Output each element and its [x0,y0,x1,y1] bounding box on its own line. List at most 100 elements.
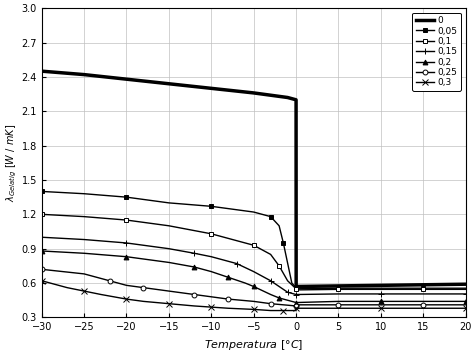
0,25 [107,279,112,283]
0,2 [39,249,45,253]
Line: 0,15: 0,15 [38,234,469,298]
0,3 [166,302,172,306]
0,25 [336,303,341,307]
0,3 [293,308,299,313]
0,1 [420,287,426,292]
0,1 [378,287,384,292]
0,25 [420,303,426,307]
0,05 [208,204,214,209]
0,3 [124,297,129,301]
0,2 [242,281,248,285]
0,2 [81,251,87,255]
0,2 [293,300,299,305]
0,15 [336,292,341,296]
0,1 [124,218,129,222]
0,05 [268,214,274,219]
0,3 [280,308,286,313]
0,1 [293,288,299,292]
0,1 [276,264,282,268]
0 [293,284,299,289]
0,2 [251,284,257,289]
Line: 0: 0 [42,71,466,287]
0 [289,96,295,101]
0,15 [39,235,45,239]
0,05 [276,224,282,228]
0,1 [268,252,274,257]
0,25 [191,292,197,297]
0,3 [463,306,468,310]
0 [39,69,45,73]
0,25 [280,303,286,307]
0 [208,86,214,90]
0,2 [293,300,299,305]
0,3 [225,306,231,310]
0,1 [336,287,341,292]
0,05 [463,286,468,290]
0,1 [166,224,172,228]
0,25 [81,272,87,276]
0 [251,91,257,95]
0,2 [208,269,214,274]
0,3 [98,292,104,297]
0,15 [378,292,384,296]
Line: 0,1: 0,1 [40,212,468,292]
0,15 [293,292,299,297]
Line: 0,25: 0,25 [40,267,468,308]
0 [81,73,87,77]
0,3 [251,307,257,312]
0,2 [191,265,197,269]
Legend: 0, 0,05, 0,1, 0,15, 0,2, 0,25, 0,3: 0, 0,05, 0,1, 0,15, 0,2, 0,25, 0,3 [412,13,461,91]
0,2 [225,275,231,279]
0,15 [420,292,426,296]
0,3 [140,299,146,304]
0,15 [276,284,282,289]
0,05 [336,286,341,290]
0,3 [420,306,426,310]
0,25 [166,289,172,293]
0 [293,98,299,102]
0 [336,284,341,288]
0,3 [293,306,299,310]
0,2 [336,299,341,304]
0,3 [336,306,341,310]
0 [420,283,426,287]
0,05 [81,192,87,196]
0,15 [124,241,129,245]
0,15 [285,290,290,294]
0,15 [268,279,274,283]
0,05 [293,287,299,291]
0,25 [268,302,274,306]
0,15 [293,292,299,297]
0,1 [208,232,214,236]
0,25 [225,297,231,301]
0,1 [234,239,239,243]
0,2 [420,299,426,304]
0,25 [463,303,468,307]
Y-axis label: $\it{\lambda_{Gelatig}}$ $\it{[W\ /\ mK]}$: $\it{\lambda_{Gelatig}}$ $\it{[W\ /\ mK]… [4,124,19,202]
0,1 [81,214,87,219]
0,3 [39,279,45,283]
0,3 [191,304,197,308]
0,2 [378,299,384,304]
0 [166,82,172,86]
0,05 [378,286,384,290]
0,25 [378,303,384,307]
0,25 [251,299,257,304]
0,1 [285,279,290,283]
0,05 [289,281,295,285]
0,05 [39,189,45,194]
0,1 [251,243,257,247]
0,05 [251,210,257,214]
0,2 [268,292,274,297]
0,25 [293,304,299,308]
0,3 [81,289,87,293]
0 [124,77,129,81]
0,3 [268,308,274,313]
0 [285,95,290,100]
0 [276,94,282,99]
0,1 [293,287,299,291]
0,25 [140,286,146,290]
0,3 [64,286,70,290]
0 [378,283,384,288]
0,15 [463,292,468,296]
